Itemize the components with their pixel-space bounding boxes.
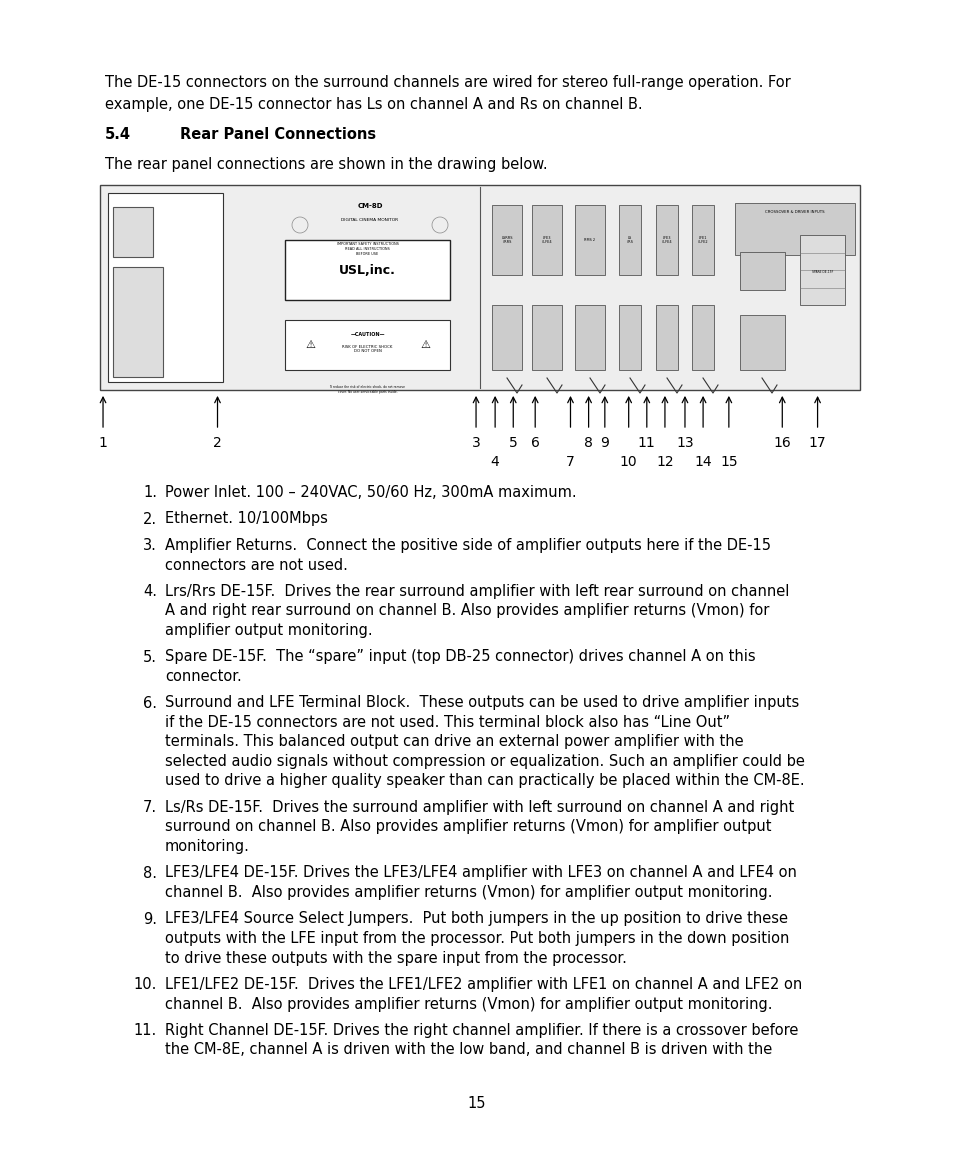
Text: 2: 2 [213,436,222,450]
Text: 6.: 6. [143,695,157,710]
Text: 7.: 7. [143,800,157,815]
Text: IMPORTANT SAFETY INSTRUCTIONS
READ ALL INSTRUCTIONS
BEFORE USE: IMPORTANT SAFETY INSTRUCTIONS READ ALL I… [336,242,398,256]
Text: 3: 3 [471,436,480,450]
Bar [108,194,223,382]
Text: 5: 5 [508,436,517,450]
Text: channel B.  Also provides amplifier returns (Vmon) for amplifier output monitori: channel B. Also provides amplifier retur… [165,885,772,901]
Text: RISK OF ELECTRIC SHOCK
DO NOT OPEN: RISK OF ELECTRIC SHOCK DO NOT OPEN [342,344,393,353]
Text: LFE3
/LFE4: LFE3 /LFE4 [661,235,671,245]
Text: 2.: 2. [143,511,157,526]
Text: To reduce the risk of electric shock, do not remove
cover. No user-serviceable p: To reduce the risk of electric shock, do… [329,385,405,394]
Text: LFE3/LFE4 DE-15F. Drives the LFE3/LFE4 amplifier with LFE3 on channel A and LFE4: LFE3/LFE4 DE-15F. Drives the LFE3/LFE4 a… [165,866,796,881]
Text: LFE1/LFE2 DE-15F.  Drives the LFE1/LFE2 amplifier with LFE1 on channel A and LFE: LFE1/LFE2 DE-15F. Drives the LFE1/LFE2 a… [165,977,801,992]
Text: channel B.  Also provides amplifier returns (Vmon) for amplifier output monitori: channel B. Also provides amplifier retur… [165,997,772,1012]
Text: 12: 12 [656,455,673,469]
Text: LFE3/LFE4 Source Select Jumpers.  Put both jumpers in the up position to drive t: LFE3/LFE4 Source Select Jumpers. Put bot… [165,911,787,926]
Bar [492,205,521,275]
Text: Lrs/Rrs DE-15F.  Drives the rear surround amplifier with left rear surround on c: Lrs/Rrs DE-15F. Drives the rear surround… [165,584,788,599]
Text: 14: 14 [694,455,711,469]
Bar [532,305,561,370]
Text: DIGITAL CINEMA MONITOR: DIGITAL CINEMA MONITOR [341,218,398,223]
Text: 9.: 9. [143,911,157,926]
Text: 1: 1 [98,436,108,450]
Text: connectors are not used.: connectors are not used. [165,557,348,573]
Text: 10: 10 [619,455,637,469]
Text: LFE1
/LFE2: LFE1 /LFE2 [698,235,707,245]
Text: 13: 13 [676,436,693,450]
Text: 7: 7 [565,455,575,469]
Text: Ls/Rs DE-15F.  Drives the surround amplifier with left surround on channel A and: Ls/Rs DE-15F. Drives the surround amplif… [165,800,794,815]
Text: A and right rear surround on channel B. Also provides amplifier returns (Vmon) f: A and right rear surround on channel B. … [165,604,768,619]
Text: 4.: 4. [143,584,157,599]
Text: USL,inc.: USL,inc. [338,263,395,277]
Bar [112,207,152,257]
Bar [691,305,713,370]
Bar [575,305,604,370]
Text: ⚠: ⚠ [305,340,314,350]
Bar [618,205,640,275]
Text: Power Inlet. 100 – 240VAC, 50/60 Hz, 300mA maximum.: Power Inlet. 100 – 240VAC, 50/60 Hz, 300… [165,484,576,500]
Bar [740,315,784,370]
Text: 11: 11 [638,436,655,450]
Text: 17: 17 [808,436,825,450]
Text: LFE3
/LFE4: LFE3 /LFE4 [541,235,551,245]
Text: amplifier output monitoring.: amplifier output monitoring. [165,624,373,637]
Bar [285,240,450,300]
Text: CM-8D: CM-8D [356,203,382,209]
Text: Ethernet. 10/100Mbps: Ethernet. 10/100Mbps [165,511,328,526]
Text: 10.: 10. [133,977,157,992]
Text: 8: 8 [583,436,593,450]
Bar [492,305,521,370]
Bar [656,305,678,370]
Bar [285,320,450,370]
Text: RMS 2: RMS 2 [584,238,595,242]
Text: example, one DE-15 connector has Ls on channel A and Rs on channel B.: example, one DE-15 connector has Ls on c… [105,97,642,112]
Text: The rear panel connections are shown in the drawing below.: The rear panel connections are shown in … [105,156,547,172]
Text: —CAUTION—: —CAUTION— [350,333,384,337]
Bar [800,235,844,305]
Text: CROSSOVER & DRIVER INPUTS: CROSSOVER & DRIVER INPUTS [764,210,824,214]
Text: used to drive a higher quality speaker than can practically be placed within the: used to drive a higher quality speaker t… [165,773,803,788]
Text: 5.4: 5.4 [105,127,131,143]
Text: 11.: 11. [133,1023,157,1038]
Bar [691,205,713,275]
Text: 4: 4 [490,455,499,469]
Text: 6: 6 [530,436,539,450]
Text: Right Channel DE-15F. Drives the right channel amplifier. If there is a crossove: Right Channel DE-15F. Drives the right c… [165,1023,798,1038]
Text: terminals. This balanced output can drive an external power amplifier with the: terminals. This balanced output can driv… [165,735,742,750]
Text: ⚠: ⚠ [419,340,430,350]
Text: 9: 9 [599,436,609,450]
Bar [740,252,784,290]
Bar [618,305,640,370]
Text: Rear Panel Connections: Rear Panel Connections [180,127,375,143]
Text: 1.: 1. [143,484,157,500]
Bar [656,205,678,275]
Bar [112,267,163,377]
Text: LSRRS
/RRS: LSRRS /RRS [500,235,512,245]
Text: 8.: 8. [143,866,157,881]
Bar [532,205,561,275]
Text: if the DE-15 connectors are not used. This terminal block also has “Line Out”: if the DE-15 connectors are not used. Th… [165,715,729,730]
Text: monitoring.: monitoring. [165,839,250,854]
Text: selected audio signals without compression or equalization. Such an amplifier co: selected audio signals without compressi… [165,755,804,770]
Bar [575,205,604,275]
Text: SPARE DE-15F: SPARE DE-15F [811,270,832,274]
Text: connector.: connector. [165,669,241,684]
Text: surround on channel B. Also provides amplifier returns (Vmon) for amplifier outp: surround on channel B. Also provides amp… [165,819,771,834]
Text: Amplifier Returns.  Connect the positive side of amplifier outputs here if the D: Amplifier Returns. Connect the positive … [165,538,770,553]
Text: to drive these outputs with the spare input from the processor.: to drive these outputs with the spare in… [165,950,626,965]
Text: 15: 15 [720,455,737,469]
Text: 3.: 3. [143,538,157,553]
Text: 16: 16 [773,436,790,450]
Text: LS
/RS: LS /RS [626,235,632,245]
Text: Surround and LFE Terminal Block.  These outputs can be used to drive amplifier i: Surround and LFE Terminal Block. These o… [165,695,799,710]
Text: Spare DE-15F.  The “spare” input (top DB-25 connector) drives channel A on this: Spare DE-15F. The “spare” input (top DB-… [165,649,755,664]
Text: the CM-8E, channel A is driven with the low band, and channel B is driven with t: the CM-8E, channel A is driven with the … [165,1042,771,1057]
Bar [100,185,859,389]
Text: 5.: 5. [143,649,157,664]
Text: The DE-15 connectors on the surround channels are wired for stereo full-range op: The DE-15 connectors on the surround cha… [105,75,790,90]
Bar [734,203,854,255]
Text: 15: 15 [467,1096,486,1111]
Text: outputs with the LFE input from the processor. Put both jumpers in the down posi: outputs with the LFE input from the proc… [165,931,788,946]
